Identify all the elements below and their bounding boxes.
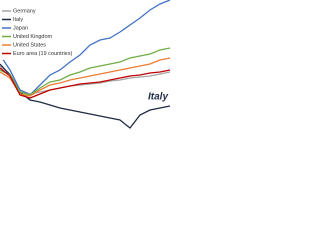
legend-label: Germany bbox=[13, 8, 36, 14]
legend-label: Euro area (19 countries) bbox=[13, 51, 72, 57]
series-line bbox=[0, 63, 171, 129]
legend-label: United States bbox=[13, 42, 46, 48]
legend-label: Italy bbox=[13, 17, 23, 23]
chart: Germany Italy Japan United Kingdom United St… bbox=[0, 0, 171, 129]
legend-label: United Kingdom bbox=[13, 34, 53, 40]
annotation: Italy bbox=[148, 92, 168, 103]
legend: Germany Italy Japan United Kingdom United St… bbox=[2, 8, 72, 57]
series-line bbox=[0, 67, 171, 99]
series-line bbox=[0, 57, 171, 97]
series-line bbox=[0, 47, 171, 96]
series-line bbox=[0, 65, 171, 95]
plot-area bbox=[0, 0, 171, 129]
legend-box bbox=[0, 4, 72, 60]
legend-label: Japan bbox=[13, 25, 28, 31]
